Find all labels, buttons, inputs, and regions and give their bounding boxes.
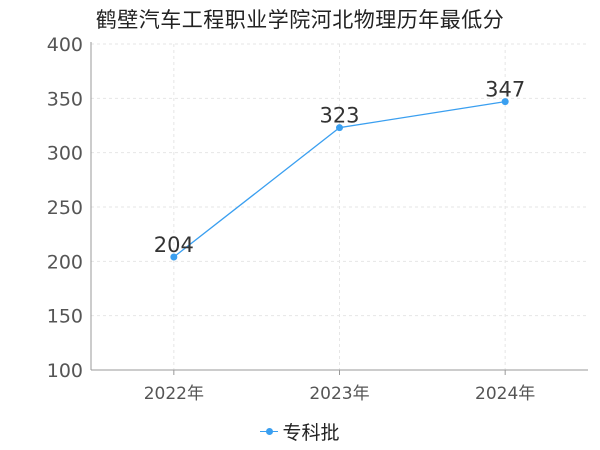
- legend: 专科批: [0, 418, 600, 445]
- y-tick-label: 100: [47, 360, 83, 382]
- y-tick-label: 200: [47, 251, 83, 273]
- x-axis-tick-labels: 2022年 2023年 2024年: [144, 384, 536, 404]
- data-point: [501, 98, 509, 106]
- data-point: [336, 124, 343, 132]
- chart-title: 鹤壁汽车工程职业学院河北物理历年最低分: [95, 8, 505, 32]
- x-tick-label: 2023年: [309, 384, 369, 404]
- data-label: 204: [154, 233, 194, 257]
- data-label: 323: [319, 104, 359, 128]
- x-tick-label: 2024年: [475, 384, 535, 404]
- legend-marker-icon: [260, 426, 279, 438]
- y-tick-label: 400: [47, 34, 83, 56]
- y-tick-label: 350: [47, 88, 83, 110]
- y-axis-tick-labels: 100 150 200 250 300 350 400: [47, 34, 83, 382]
- legend-label: 专科批: [282, 422, 340, 444]
- x-tick-label: 2022年: [144, 384, 204, 404]
- data-labels: 204 323 347: [154, 78, 525, 257]
- y-tick-label: 150: [47, 306, 83, 328]
- data-label: 347: [485, 78, 525, 102]
- axes: [90, 42, 588, 375]
- data-points: [170, 98, 509, 261]
- y-tick-label: 300: [47, 143, 83, 165]
- legend-item[interactable]: 专科批: [260, 418, 340, 445]
- data-point: [170, 253, 178, 261]
- y-tick-label: 250: [47, 197, 83, 219]
